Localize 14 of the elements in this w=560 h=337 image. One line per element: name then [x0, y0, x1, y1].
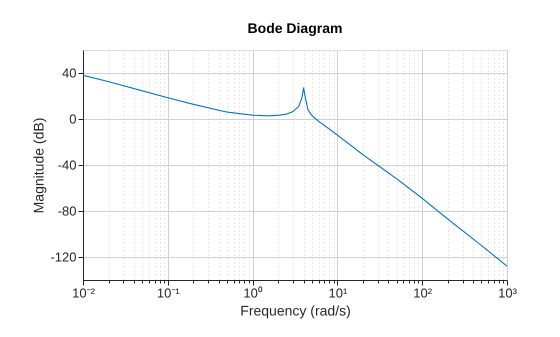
x-axis-title: Frequency (rad/s) — [240, 302, 351, 318]
y-tick-label: -120 — [50, 250, 76, 264]
x-tick-label: 10⁻² — [72, 286, 96, 300]
y-tick-label: -80 — [58, 204, 76, 218]
x-tick-label: 10⁰ — [243, 286, 263, 300]
x-tick-label: 10¹ — [328, 286, 348, 300]
y-tick-label: -40 — [58, 158, 76, 172]
y-axis-title: Magnitude (dB) — [30, 118, 46, 214]
y-tick-label: 40 — [62, 66, 76, 80]
chart-title: Bode Diagram — [248, 20, 342, 36]
y-tick-label: 0 — [69, 112, 76, 126]
x-tick-label: 10² — [413, 286, 433, 300]
x-tick-label: 10³ — [498, 286, 518, 300]
x-tick-label: 10⁻¹ — [156, 286, 180, 300]
